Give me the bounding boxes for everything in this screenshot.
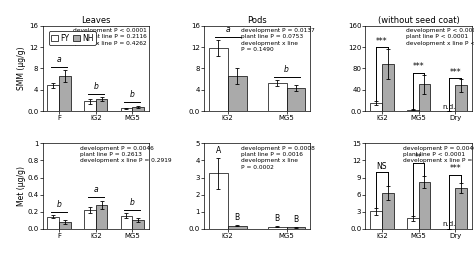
Bar (419, 182, 430, 229)
Bar (419, 84, 430, 111)
Bar (407, 110, 419, 111)
Bar (132, 220, 144, 229)
Text: development P < 0.0001
plant line P < 0.0001
development x line P < 0.0001: development P < 0.0001 plant line P < 0.… (406, 28, 474, 46)
Text: a: a (57, 55, 62, 64)
Text: B: B (235, 213, 240, 222)
Text: b: b (93, 82, 98, 91)
Text: development P = 0.0046
plant line P = 0.2613
development x line P = 0.2919: development P = 0.0046 plant line P = 0.… (80, 146, 172, 163)
Text: n.d.: n.d. (443, 104, 456, 110)
Text: development P = 0.0046
plant line P < 0.0001
development x line P = 0.0003: development P = 0.0046 plant line P < 0.… (402, 146, 474, 163)
Bar (96, 205, 108, 229)
Bar (228, 76, 246, 111)
Text: development P < 0.0001
plant line P = 0.2116
development x line P = 0.4262: development P < 0.0001 plant line P = 0.… (55, 28, 147, 46)
Bar (455, 85, 467, 111)
Bar (132, 107, 144, 111)
Legend: FY, NH: FY, NH (49, 31, 96, 45)
Text: n.d.: n.d. (443, 221, 456, 227)
Bar (84, 102, 96, 111)
Bar (228, 226, 246, 229)
Bar (268, 83, 287, 111)
Text: b: b (57, 200, 62, 209)
Title: Pods: Pods (247, 16, 267, 25)
Text: A: A (216, 146, 221, 155)
Text: B: B (274, 214, 280, 223)
Text: development P = 0.0008
plant line P = 0.0016
development x line
P = 0.0002: development P = 0.0008 plant line P = 0.… (241, 146, 315, 170)
Text: a: a (226, 25, 230, 34)
Bar (268, 227, 287, 229)
Bar (382, 193, 394, 229)
Bar (59, 222, 71, 229)
Y-axis label: Met (μg/g): Met (μg/g) (17, 166, 26, 206)
Text: b: b (130, 198, 135, 207)
Title: (without seed coat): (without seed coat) (378, 16, 459, 25)
Text: **: ** (415, 153, 422, 162)
Bar (47, 217, 59, 229)
Bar (455, 188, 467, 229)
Text: ***: *** (376, 37, 388, 46)
Text: NS: NS (377, 162, 387, 171)
Text: ***: *** (413, 62, 424, 71)
Bar (96, 99, 108, 111)
Bar (84, 210, 96, 229)
Bar (120, 216, 132, 229)
Bar (407, 218, 419, 229)
Bar (47, 85, 59, 111)
Bar (59, 76, 71, 111)
Y-axis label: SMM (μg/g): SMM (μg/g) (17, 47, 26, 90)
Bar (120, 108, 132, 111)
Text: ***: *** (449, 68, 461, 77)
Bar (209, 173, 228, 229)
Title: Leaves: Leaves (81, 16, 110, 25)
Text: a: a (93, 185, 98, 194)
Bar (287, 227, 305, 229)
Bar (287, 88, 305, 111)
Text: b: b (130, 90, 135, 99)
Bar (370, 211, 382, 229)
Text: B: B (293, 215, 299, 224)
Bar (382, 64, 394, 111)
Text: b: b (284, 65, 289, 74)
Text: development P = 0.0137
plant line P = 0.0753
development x line
P = 0.1490: development P = 0.0137 plant line P = 0.… (241, 28, 315, 52)
Bar (370, 103, 382, 111)
Bar (209, 48, 228, 111)
Text: ***: *** (449, 164, 461, 173)
